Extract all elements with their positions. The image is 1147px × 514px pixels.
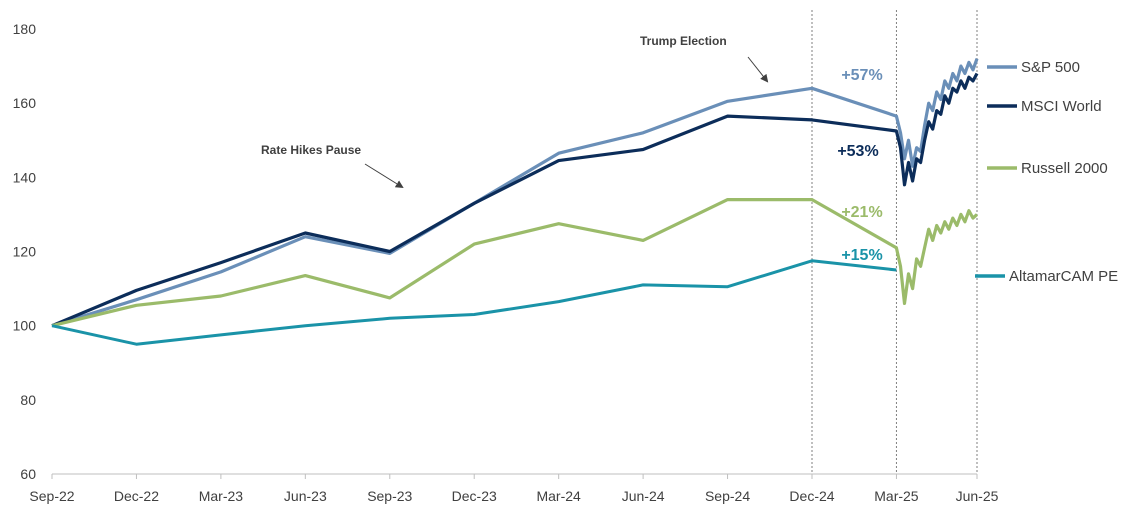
x-tick-label: Sep-23 (367, 488, 412, 504)
y-tick-label: 140 (13, 169, 37, 185)
legend-label: S&P 500 (1021, 59, 1080, 76)
x-tick-label: Dec-24 (789, 488, 834, 504)
x-tick-label: Jun-23 (284, 488, 327, 504)
x-tick-label: Dec-23 (452, 488, 497, 504)
y-tick-label: 180 (13, 21, 37, 37)
x-tick-label: Dec-22 (114, 488, 159, 504)
legend-label: MSCI World (1021, 98, 1102, 115)
change-label: +15% (841, 247, 882, 264)
annotation-arrow (364, 163, 404, 189)
change-label: +21% (841, 204, 882, 221)
legend-item: AltamarCAM PE (975, 268, 1118, 285)
annotation-arrow (747, 56, 769, 83)
legend-item: S&P 500 (987, 59, 1080, 76)
change-label: +53% (837, 143, 878, 160)
series-line (51, 198, 979, 328)
x-tick-label: Mar-24 (536, 488, 581, 504)
chart-labels: +57% +53% +21% +15% S&P 500 MSCI World Russell… (261, 34, 1118, 285)
series-line (51, 259, 897, 346)
legend-item: Russell 2000 (987, 160, 1108, 177)
y-tick-label: 100 (13, 318, 37, 334)
legend-label: AltamarCAM PE (1009, 268, 1118, 285)
x-tick-label: Mar-25 (874, 488, 919, 504)
legend-item: MSCI World (987, 98, 1102, 115)
y-tick-label: 60 (20, 466, 36, 482)
axis-layer: 60 80 100 120 140 160 180 Sep-22 Dec-22 Mar-23 Jun… (13, 21, 999, 504)
series-line (51, 72, 979, 328)
x-tick-label: Jun-24 (622, 488, 665, 504)
x-tick-label: Sep-24 (705, 488, 750, 504)
y-tick-label: 120 (13, 244, 37, 260)
x-tick-label: Sep-22 (29, 488, 74, 504)
series-line (51, 58, 979, 328)
annotation-text: Trump Election (640, 34, 727, 48)
series-lines (51, 58, 979, 346)
x-tick-label: Mar-23 (199, 488, 244, 504)
x-tick-label: Jun-25 (956, 488, 999, 504)
annotation: Trump Election (640, 34, 769, 83)
y-tick-label: 160 (13, 95, 37, 111)
change-label: +57% (841, 67, 882, 84)
annotation-text: Rate Hikes Pause (261, 143, 361, 157)
y-tick-label: 80 (20, 392, 36, 408)
legend-label: Russell 2000 (1021, 160, 1108, 177)
annotation: Rate Hikes Pause (261, 143, 404, 189)
